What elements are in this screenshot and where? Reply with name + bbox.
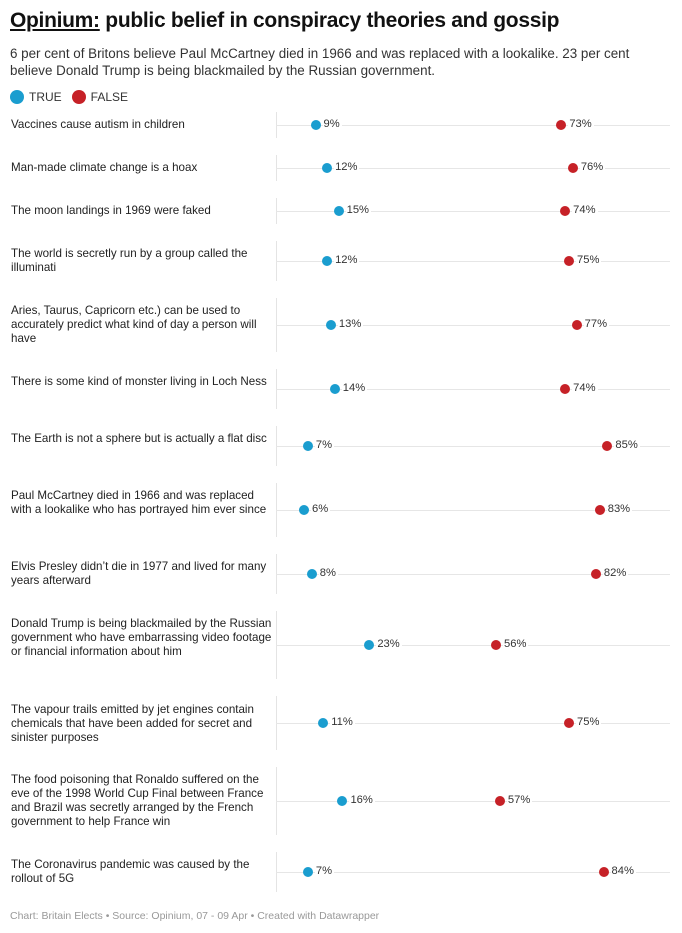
dot-false [567, 163, 578, 173]
dot-false [594, 505, 605, 515]
value-label-false: 74% [572, 382, 598, 394]
dot-false [494, 796, 505, 806]
row-gridline [276, 125, 670, 126]
dot-true [310, 120, 321, 130]
dot-true [333, 206, 344, 216]
chart-footer: Chart: Britain Elects • Source: Opinium,… [10, 910, 380, 922]
row-gridline [276, 872, 670, 873]
dot-false [564, 718, 574, 728]
dot-false [564, 256, 574, 266]
value-label-true: 14% [341, 382, 368, 394]
row-gridline [276, 801, 670, 802]
value-label-true: 6% [311, 503, 331, 515]
dot-false [560, 206, 571, 216]
value-label-false: 84% [610, 865, 636, 877]
row-label: The food poisoning that Ronaldo suffered… [11, 773, 264, 828]
value-label-false: 76% [579, 161, 606, 173]
row-gridline [276, 574, 670, 575]
row-gridline [276, 446, 670, 447]
row-label: The moon landings in 1969 were faked [11, 204, 211, 217]
value-label-true: 13% [337, 318, 364, 330]
legend-label-true: TRUE [29, 90, 62, 104]
dot-false [598, 867, 609, 877]
value-label-false: 75% [576, 716, 602, 728]
row-gridline [276, 168, 670, 169]
chart-title: Opinium: public belief in conspiracy the… [10, 9, 559, 33]
dot-false [560, 384, 571, 394]
legend-swatch-true-icon [10, 90, 24, 104]
row-label: The vapour trails emitted by jet engines… [11, 703, 254, 744]
dot-true [364, 640, 375, 650]
dot-true [299, 505, 310, 515]
row-gridline [276, 389, 670, 390]
row-label: There is some kind of monster living in … [11, 375, 267, 388]
value-label-false: 73% [568, 118, 594, 130]
row-gridline [276, 325, 670, 326]
row-label: The Earth is not a sphere but is actuall… [11, 432, 267, 445]
title-source-link[interactable]: Opinium: [10, 9, 100, 32]
value-label-true: 9% [322, 118, 342, 130]
dot-true [325, 320, 336, 330]
row-gridline [276, 645, 670, 646]
value-label-true: 12% [334, 254, 360, 266]
title-text: public belief in conspiracy theories and… [99, 9, 560, 32]
value-label-false: 85% [614, 439, 640, 451]
dot-false [571, 320, 582, 330]
value-label-true: 15% [345, 204, 371, 216]
dot-false [491, 640, 502, 650]
value-label-false: 56% [503, 638, 529, 650]
row-gridline [276, 211, 670, 212]
dot-false [556, 120, 567, 130]
dot-true [306, 569, 317, 579]
value-label-true: 7% [314, 439, 335, 451]
row-label: The Coronavirus pandemic was caused by t… [11, 858, 250, 885]
row-label: Donald Trump is being blackmailed by the… [11, 617, 272, 658]
value-label-false: 57% [506, 794, 533, 806]
value-label-false: 77% [583, 318, 610, 330]
row-gridline [276, 510, 670, 511]
value-label-false: 75% [576, 254, 602, 266]
row-gridline [276, 261, 670, 262]
row-label: The world is secretly run by a group cal… [11, 247, 248, 274]
value-label-true: 12% [334, 161, 360, 173]
row-label: Vaccines cause autism in children [11, 118, 185, 131]
legend-item-false: FALSE [71, 90, 129, 104]
dot-false [590, 569, 601, 579]
value-label-true: 11% [330, 716, 355, 728]
chart-subtitle: 6 per cent of Britons believe Paul McCar… [10, 46, 630, 78]
value-label-true: 23% [376, 638, 402, 650]
value-label-false: 82% [602, 567, 629, 579]
dot-true [322, 163, 333, 173]
dot-true [337, 796, 348, 806]
legend-item-true: TRUE [10, 90, 62, 104]
row-label: Elvis Presley didn’t die in 1977 and liv… [11, 560, 267, 587]
value-label-false: 74% [572, 204, 598, 216]
legend-label-false: FALSE [90, 90, 129, 104]
row-label: Paul McCartney died in 1966 and was repl… [11, 489, 267, 516]
dot-true [302, 441, 313, 451]
dot-true [318, 718, 329, 728]
value-label-true: 8% [318, 567, 338, 579]
legend: TRUE FALSE [10, 90, 138, 104]
dot-true [322, 256, 333, 266]
value-label-true: 16% [349, 794, 375, 806]
dot-false [602, 441, 613, 451]
value-label-true: 7% [314, 865, 335, 877]
dot-true [302, 867, 313, 877]
row-label: Aries, Taurus, Capricorn etc.) can be us… [11, 304, 257, 345]
row-label: Man-made climate change is a hoax [11, 161, 198, 174]
legend-swatch-false-icon [71, 90, 86, 104]
value-label-false: 83% [606, 503, 633, 515]
row-gridline [276, 723, 670, 724]
dot-true [329, 384, 340, 394]
